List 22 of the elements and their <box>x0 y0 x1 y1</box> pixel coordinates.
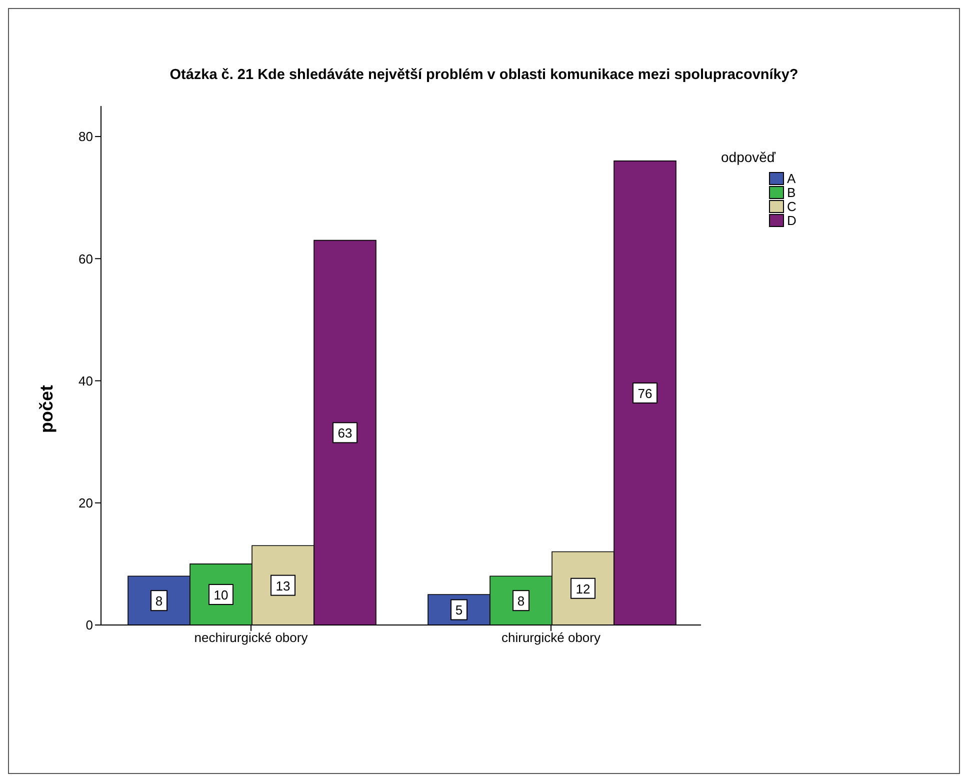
data-label: 8 <box>517 594 525 609</box>
data-label: 63 <box>338 426 352 441</box>
data-label: 5 <box>455 602 463 618</box>
y-tick-label: 0 <box>86 618 93 633</box>
legend-label: C <box>787 198 796 214</box>
y-tick-label: 20 <box>78 495 93 510</box>
legend-label: B <box>787 184 796 200</box>
data-label: 76 <box>638 386 652 401</box>
y-tick-label: 60 <box>78 251 93 266</box>
y-tick-label: 40 <box>78 373 93 388</box>
legend-title: odpověď <box>721 149 777 165</box>
legend-label: A <box>787 170 796 186</box>
y-axis-title: počet <box>36 384 58 434</box>
x-tick-label: nechirurgické obory <box>194 630 308 646</box>
x-tick-label: chirurgické obory <box>502 630 601 646</box>
y-tick-label: 80 <box>78 129 93 144</box>
data-label: 13 <box>276 578 290 594</box>
data-label: 8 <box>155 594 163 609</box>
legend-label: D <box>787 212 796 228</box>
data-label: 12 <box>576 581 590 596</box>
data-label: 10 <box>214 587 228 602</box>
chart-title: Otázka č. 21 Kde shledáváte největší problém v oblasti komunikace mezi spolupracovníky? <box>168 67 800 83</box>
